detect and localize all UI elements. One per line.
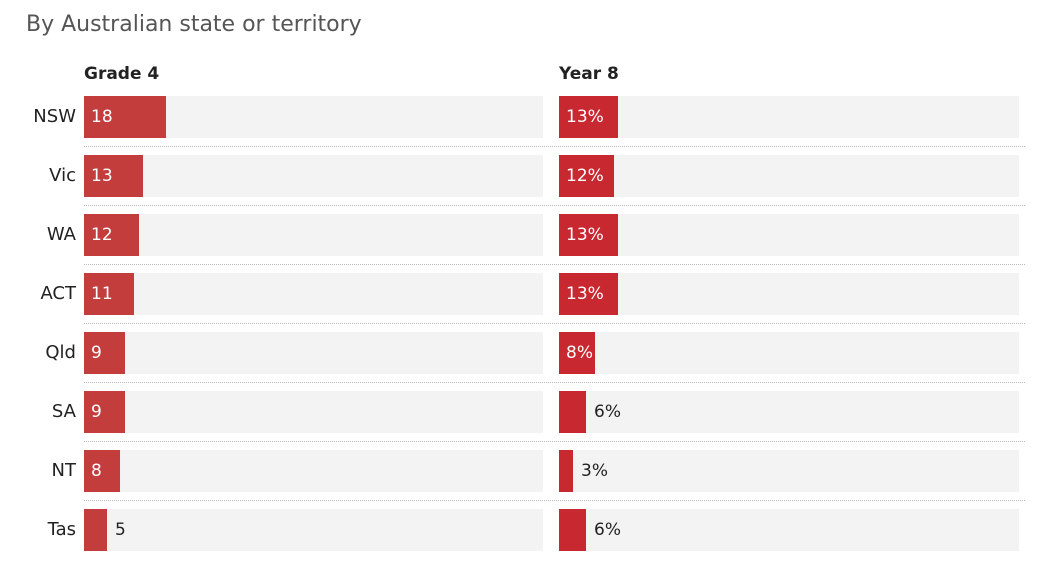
grade4-track-qld: 9 (84, 332, 543, 374)
row-label-nt: NT (51, 460, 76, 481)
year8-value-label-qld: 8% (566, 343, 593, 363)
year8-bar-qld (559, 332, 595, 374)
year8-value-label-sa: 6% (594, 402, 621, 422)
grade4-value-label-nt: 8 (91, 461, 102, 481)
grade4-panel-title: Grade 4 (84, 64, 160, 84)
year8-bar-vic (559, 155, 614, 197)
grade4-track-nt: 8 (84, 450, 543, 492)
row-label-act: ACT (40, 283, 76, 304)
grade4-track-sa: 9 (84, 391, 543, 433)
year8-track-nsw: 13% (559, 96, 1019, 138)
year8-track-vic: 12% (559, 155, 1019, 197)
row-separator (84, 146, 1025, 147)
row-separator (84, 264, 1025, 265)
grade4-value-label-sa: 9 (91, 402, 102, 422)
grade4-bar-act (84, 273, 134, 315)
year8-track-nt: 3% (559, 450, 1019, 492)
row-label-vic: Vic (49, 165, 76, 186)
grade4-value-label-act: 11 (91, 284, 113, 304)
year8-value-label-nsw: 13% (566, 107, 604, 127)
grade4-bar-wa (84, 214, 139, 256)
year8-track-act: 13% (559, 273, 1019, 315)
grade4-value-label-vic: 13 (91, 166, 113, 186)
grade4-track-tas: 5 (84, 509, 543, 551)
row-separator (84, 441, 1025, 442)
grade4-track-nsw: 18 (84, 96, 543, 138)
row-separator (84, 323, 1025, 324)
grade4-bar-vic (84, 155, 143, 197)
grade4-bar-tas (84, 509, 107, 551)
year8-value-label-act: 13% (566, 284, 604, 304)
grade4-bar-nsw (84, 96, 166, 138)
year8-bar-tas (559, 509, 586, 551)
year8-track-tas: 6% (559, 509, 1019, 551)
year8-value-label-nt: 3% (581, 461, 608, 481)
year8-bar-sa (559, 391, 586, 433)
year8-track-sa: 6% (559, 391, 1019, 433)
year8-bar-wa (559, 214, 618, 256)
row-label-sa: SA (51, 401, 76, 422)
year8-bar-act (559, 273, 618, 315)
grade4-track-act: 11 (84, 273, 543, 315)
year8-track-wa: 13% (559, 214, 1019, 256)
year8-track-qld: 8% (559, 332, 1019, 374)
year8-bar-nsw (559, 96, 618, 138)
year8-panel-title: Year 8 (559, 64, 619, 84)
year8-value-label-tas: 6% (594, 520, 621, 540)
year8-value-label-vic: 12% (566, 166, 604, 186)
grade4-bar-nt (84, 450, 120, 492)
grade4-bar-sa (84, 391, 125, 433)
year8-value-label-wa: 13% (566, 225, 604, 245)
year8-bar-nt (559, 450, 573, 492)
row-separator (84, 500, 1025, 501)
row-separator (84, 382, 1025, 383)
row-label-nsw: NSW (33, 106, 76, 127)
row-separator (84, 205, 1025, 206)
row-label-qld: Qld (45, 342, 76, 363)
grade4-value-label-wa: 12 (91, 225, 113, 245)
row-label-tas: Tas (47, 519, 76, 540)
grade4-bar-qld (84, 332, 125, 374)
row-label-wa: WA (46, 224, 76, 245)
grade4-value-label-tas: 5 (115, 520, 126, 540)
grade4-value-label-qld: 9 (91, 343, 102, 363)
grade4-track-wa: 12 (84, 214, 543, 256)
grade4-track-vic: 13 (84, 155, 543, 197)
chart-subtitle: By Australian state or territory (26, 12, 362, 37)
grade4-value-label-nsw: 18 (91, 107, 113, 127)
